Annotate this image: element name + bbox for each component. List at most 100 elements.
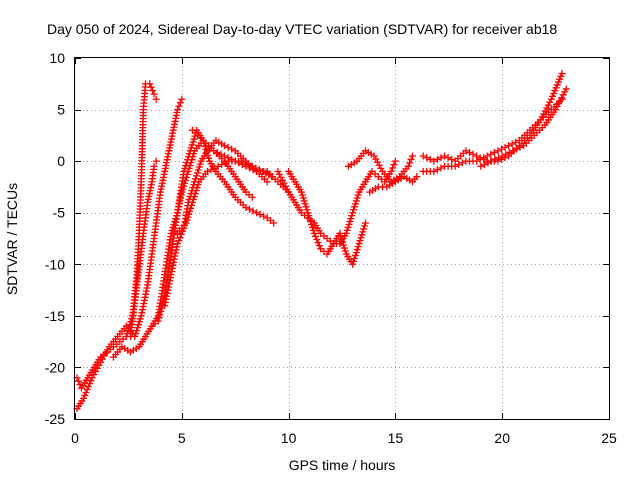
series-track-2 xyxy=(73,95,186,413)
data-point xyxy=(270,219,278,227)
data-point xyxy=(74,377,82,385)
data-point xyxy=(242,162,250,170)
data-point xyxy=(437,154,445,162)
data-point xyxy=(407,155,415,163)
data-point xyxy=(512,145,520,153)
data-point xyxy=(177,230,185,238)
data-point xyxy=(516,143,524,151)
data-point xyxy=(224,143,232,151)
x-tick-label: 25 xyxy=(601,430,617,446)
data-point xyxy=(147,83,155,91)
data-point xyxy=(488,157,496,165)
data-point xyxy=(76,381,84,389)
data-point xyxy=(433,166,441,174)
data-point xyxy=(228,155,236,163)
y-tick-label: -15 xyxy=(45,308,65,324)
data-point xyxy=(433,155,441,163)
data-point xyxy=(238,161,246,169)
data-point xyxy=(448,155,456,163)
data-point xyxy=(253,209,261,217)
data-point xyxy=(477,162,485,170)
data-point xyxy=(221,142,229,150)
y-axis-label: SDTVAR / TECUs xyxy=(4,183,20,295)
data-point xyxy=(228,145,236,153)
series-track-5 xyxy=(148,126,278,330)
data-point xyxy=(260,212,268,220)
series-track-10 xyxy=(285,167,369,268)
data-point xyxy=(498,152,506,160)
data-point xyxy=(210,147,218,155)
data-point xyxy=(175,102,183,110)
data-point xyxy=(484,159,492,167)
data-point xyxy=(207,166,215,174)
data-point xyxy=(480,161,488,169)
data-point xyxy=(312,232,320,240)
data-point xyxy=(176,99,184,107)
data-point xyxy=(149,87,157,95)
data-point xyxy=(562,85,570,93)
data-point xyxy=(263,178,271,186)
data-point xyxy=(455,161,463,169)
tick-labels: 0 5 10 15 20 25 10 5 0 -5 -10 -15 -20 -25 xyxy=(45,50,617,446)
data-point xyxy=(174,106,182,114)
series-track-3 xyxy=(127,157,160,340)
data-point xyxy=(391,157,399,165)
data-point xyxy=(174,240,182,248)
data-point xyxy=(419,152,427,160)
data-point xyxy=(487,150,495,158)
data-point xyxy=(390,161,398,169)
data-point xyxy=(458,159,466,167)
data-point xyxy=(176,233,184,241)
data-point xyxy=(249,207,257,215)
data-point xyxy=(505,149,513,157)
data-point xyxy=(256,210,264,218)
data-point xyxy=(155,314,163,322)
data-point xyxy=(235,159,243,167)
series-track-14 xyxy=(419,69,566,165)
data-point xyxy=(426,155,434,163)
data-point xyxy=(315,242,323,250)
x-tick-label: 20 xyxy=(494,430,510,446)
y-tick-label: 10 xyxy=(49,50,65,66)
y-tick-label: -20 xyxy=(45,359,65,375)
data-point xyxy=(441,152,449,160)
data-point xyxy=(310,229,318,237)
data-point xyxy=(175,237,183,245)
data-point xyxy=(146,80,154,88)
data-point xyxy=(361,219,369,227)
axis-ticks xyxy=(75,58,610,420)
data-point xyxy=(430,157,438,165)
data-point xyxy=(150,162,158,170)
data-point xyxy=(211,164,219,172)
chart-title: Day 050 of 2024, Sidereal Day-to-day VTE… xyxy=(47,21,557,37)
data-point xyxy=(505,142,513,150)
data-point xyxy=(217,150,225,158)
data-point xyxy=(218,161,226,169)
data-point xyxy=(495,154,503,162)
y-tick-label: 5 xyxy=(57,102,65,118)
data-point xyxy=(430,167,438,175)
data-point xyxy=(465,149,473,157)
x-tick-label: 5 xyxy=(178,430,186,446)
data-series xyxy=(73,69,570,413)
data-point xyxy=(444,154,452,162)
data-point xyxy=(245,164,253,172)
data-point xyxy=(249,166,257,174)
data-point xyxy=(558,69,566,77)
data-point xyxy=(389,164,397,172)
data-point xyxy=(313,236,321,244)
data-point xyxy=(154,317,162,325)
data-point xyxy=(480,155,488,163)
data-point xyxy=(242,204,250,212)
series-track-6 xyxy=(161,137,271,310)
y-tick-label: -5 xyxy=(53,205,66,221)
data-point xyxy=(413,173,421,181)
data-point xyxy=(387,167,395,175)
series-track-1 xyxy=(73,80,160,392)
data-point xyxy=(404,162,412,170)
y-tick-label: -10 xyxy=(45,256,65,272)
y-tick-label: -25 xyxy=(45,411,65,427)
series-track-15 xyxy=(477,85,570,170)
data-point xyxy=(469,150,477,158)
